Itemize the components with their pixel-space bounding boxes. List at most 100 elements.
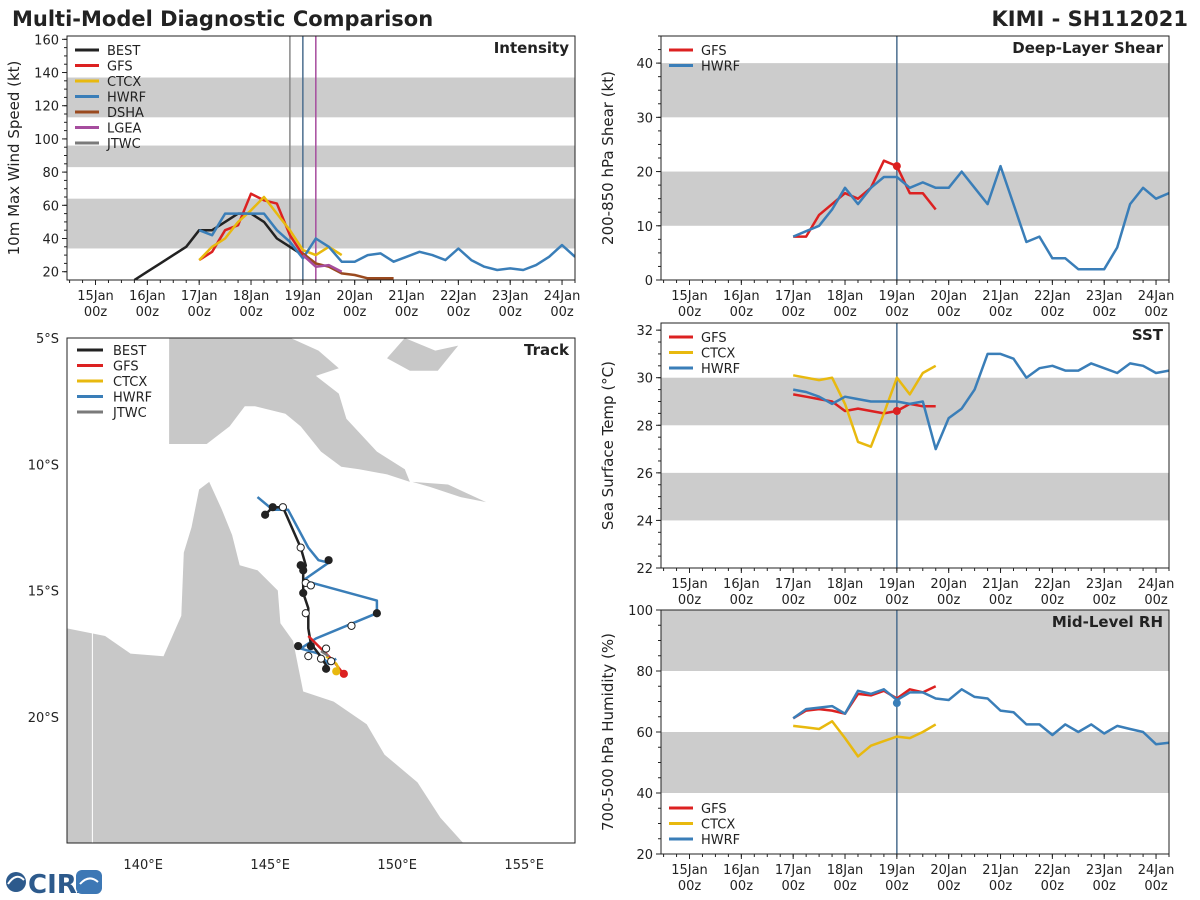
rh-series-gfs bbox=[792, 685, 937, 720]
intensity-xtick-hour: 00z bbox=[291, 305, 315, 320]
shear-legend-label: GFS bbox=[701, 44, 727, 59]
rh-xtick-day: 24Jan bbox=[1138, 863, 1175, 878]
track-legend-label: GFS bbox=[113, 360, 139, 375]
sst-legend-label: CTCX bbox=[701, 347, 735, 362]
rh-xtick-hour: 00z bbox=[1041, 879, 1065, 894]
rh-xtick-day: 17Jan bbox=[775, 863, 812, 878]
sst-ytick-label: 22 bbox=[636, 562, 653, 577]
intensity-xtick-day: 22Jan bbox=[440, 289, 477, 304]
sst-xtick-day: 15Jan bbox=[671, 577, 708, 592]
track-legend-label: BEST bbox=[113, 344, 146, 359]
rh-xtick-hour: 00z bbox=[781, 879, 805, 894]
sst-plot-area bbox=[661, 323, 1169, 568]
rh-ytick-label: 100 bbox=[628, 604, 653, 619]
rh-xtick-day: 21Jan bbox=[982, 863, 1019, 878]
shear-xtick-day: 23Jan bbox=[1086, 289, 1123, 304]
shear-plot-area bbox=[661, 36, 1169, 280]
rh-xtick-day: 22Jan bbox=[1034, 863, 1071, 878]
sst-xtick-hour: 00z bbox=[1093, 593, 1117, 608]
intensity-xtick-day: 23Jan bbox=[492, 289, 529, 304]
figure-title: Multi-Model Diagnostic Comparison bbox=[12, 7, 433, 31]
shear-xtick-day: 20Jan bbox=[930, 289, 967, 304]
rh-panel: 2040608010015Jan00z16Jan00z17Jan00z18Jan… bbox=[599, 604, 1174, 894]
intensity-xtick-hour: 00z bbox=[395, 305, 419, 320]
intensity-ytick-label: 40 bbox=[42, 233, 59, 248]
sst-xtick-day: 19Jan bbox=[879, 577, 916, 592]
intensity-xtick-hour: 00z bbox=[187, 305, 211, 320]
intensity-legend-label: CTCX bbox=[107, 75, 141, 90]
sst-ytick-label: 26 bbox=[636, 467, 653, 482]
track-point bbox=[306, 581, 315, 590]
rh-legend-label: CTCX bbox=[701, 818, 735, 833]
sst-xtick-day: 21Jan bbox=[982, 577, 1019, 592]
track-point bbox=[347, 621, 356, 630]
shear-ylabel: 200-850 hPa Shear (kt) bbox=[599, 71, 617, 245]
australia-landmass bbox=[67, 481, 464, 843]
sst-xtick-day: 24Jan bbox=[1138, 577, 1175, 592]
rh-xtick-hour: 00z bbox=[989, 879, 1013, 894]
rh-series-ctcx bbox=[793, 720, 937, 758]
rh-xtick-hour: 00z bbox=[730, 879, 754, 894]
shear-xtick-day: 15Jan bbox=[671, 289, 708, 304]
shear-ytick-label: 30 bbox=[636, 111, 653, 126]
sst-xtick-hour: 00z bbox=[1041, 593, 1065, 608]
intensity-ytick-label: 60 bbox=[42, 199, 59, 214]
track-frame bbox=[66, 337, 576, 844]
sst-xtick-hour: 00z bbox=[989, 593, 1013, 608]
intensity-ytick-label: 120 bbox=[34, 100, 59, 115]
sst-xtick-day: 16Jan bbox=[723, 577, 760, 592]
sst-legend-label: HWRF bbox=[701, 362, 740, 377]
track-xtick-label: 140°E bbox=[123, 858, 163, 873]
shear-ytick-label: 20 bbox=[636, 166, 653, 181]
intensity-xtick-day: 19Jan bbox=[285, 289, 322, 304]
track-point bbox=[321, 644, 331, 653]
track-title: Track bbox=[524, 341, 570, 359]
sst-xtick-day: 17Jan bbox=[775, 577, 812, 592]
shear-xtick-day: 22Jan bbox=[1034, 289, 1071, 304]
track-panel: 140°E 145°E 150°E 155°E 5°S 10°S 15°S 20°S Track… bbox=[28, 332, 576, 873]
rh-legend-label: GFS bbox=[701, 802, 727, 817]
shear-xtick-hour: 00z bbox=[1041, 305, 1065, 320]
shear-xtick-day: 19Jan bbox=[879, 289, 916, 304]
track-xtick-label: 155°E bbox=[504, 858, 544, 873]
intensity-series-lgea bbox=[302, 254, 343, 273]
new-guinea-landmass bbox=[67, 338, 410, 482]
intensity-ytick-label: 80 bbox=[42, 166, 59, 181]
rh-band bbox=[661, 610, 1169, 671]
intensity-series-gfs bbox=[198, 192, 317, 265]
track-ytick-label: 5°S bbox=[36, 332, 59, 347]
rh-series-hwrf bbox=[792, 688, 1169, 746]
storm-id: KIMI - SH112021 bbox=[991, 7, 1188, 31]
shear-xtick-hour: 00z bbox=[730, 305, 754, 320]
track-point bbox=[339, 669, 348, 678]
intensity-ytick-label: 140 bbox=[34, 67, 59, 82]
intensity-series-ctcx bbox=[198, 195, 343, 261]
intensity-legend-label: HWRF bbox=[107, 91, 146, 106]
shear-xtick-hour: 00z bbox=[1144, 305, 1168, 320]
rh-xtick-day: 16Jan bbox=[723, 863, 760, 878]
rh-xtick-day: 18Jan bbox=[827, 863, 864, 878]
sst-ylabel: Sea Surface Temp (°C) bbox=[599, 361, 617, 530]
intensity-xtick-day: 24Jan bbox=[544, 289, 581, 304]
track-xtick-label: 150°E bbox=[377, 858, 417, 873]
intensity-legend-label: GFS bbox=[107, 60, 133, 75]
track-point bbox=[301, 609, 310, 618]
sst-frame bbox=[660, 322, 1170, 569]
rh-xtick-hour: 00z bbox=[885, 879, 909, 894]
rh-xtick-day: 15Jan bbox=[671, 863, 708, 878]
shear-xtick-hour: 00z bbox=[937, 305, 961, 320]
shear-xtick-day: 24Jan bbox=[1138, 289, 1175, 304]
shear-xtick-day: 16Jan bbox=[723, 289, 760, 304]
track-point bbox=[299, 566, 308, 575]
track-ytick-label: 10°S bbox=[28, 458, 59, 473]
track-point bbox=[268, 503, 277, 512]
shear-series-hwrf bbox=[792, 164, 1169, 271]
rh-plot-area bbox=[661, 610, 1169, 854]
intensity-xtick-hour: 00z bbox=[499, 305, 523, 320]
sst-band bbox=[661, 472, 1169, 521]
intensity-xtick-hour: 00z bbox=[447, 305, 471, 320]
track-point bbox=[372, 609, 381, 618]
rh-xtick-hour: 00z bbox=[833, 879, 857, 894]
intensity-xtick-hour: 00z bbox=[550, 305, 574, 320]
